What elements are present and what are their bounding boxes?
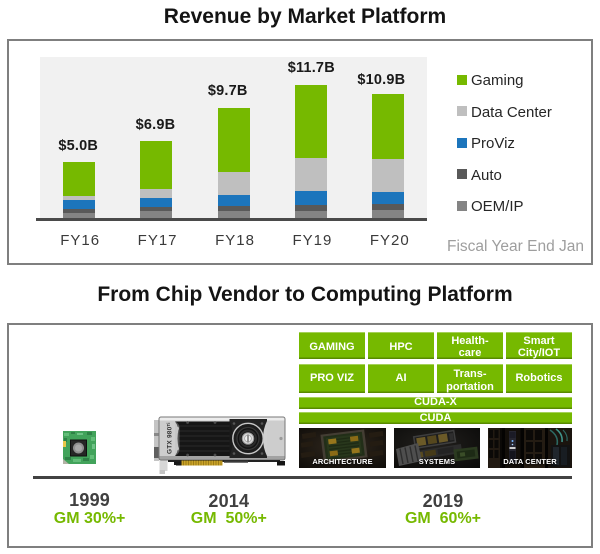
svg-text:GTX 980Ti: GTX 980Ti bbox=[166, 422, 174, 454]
